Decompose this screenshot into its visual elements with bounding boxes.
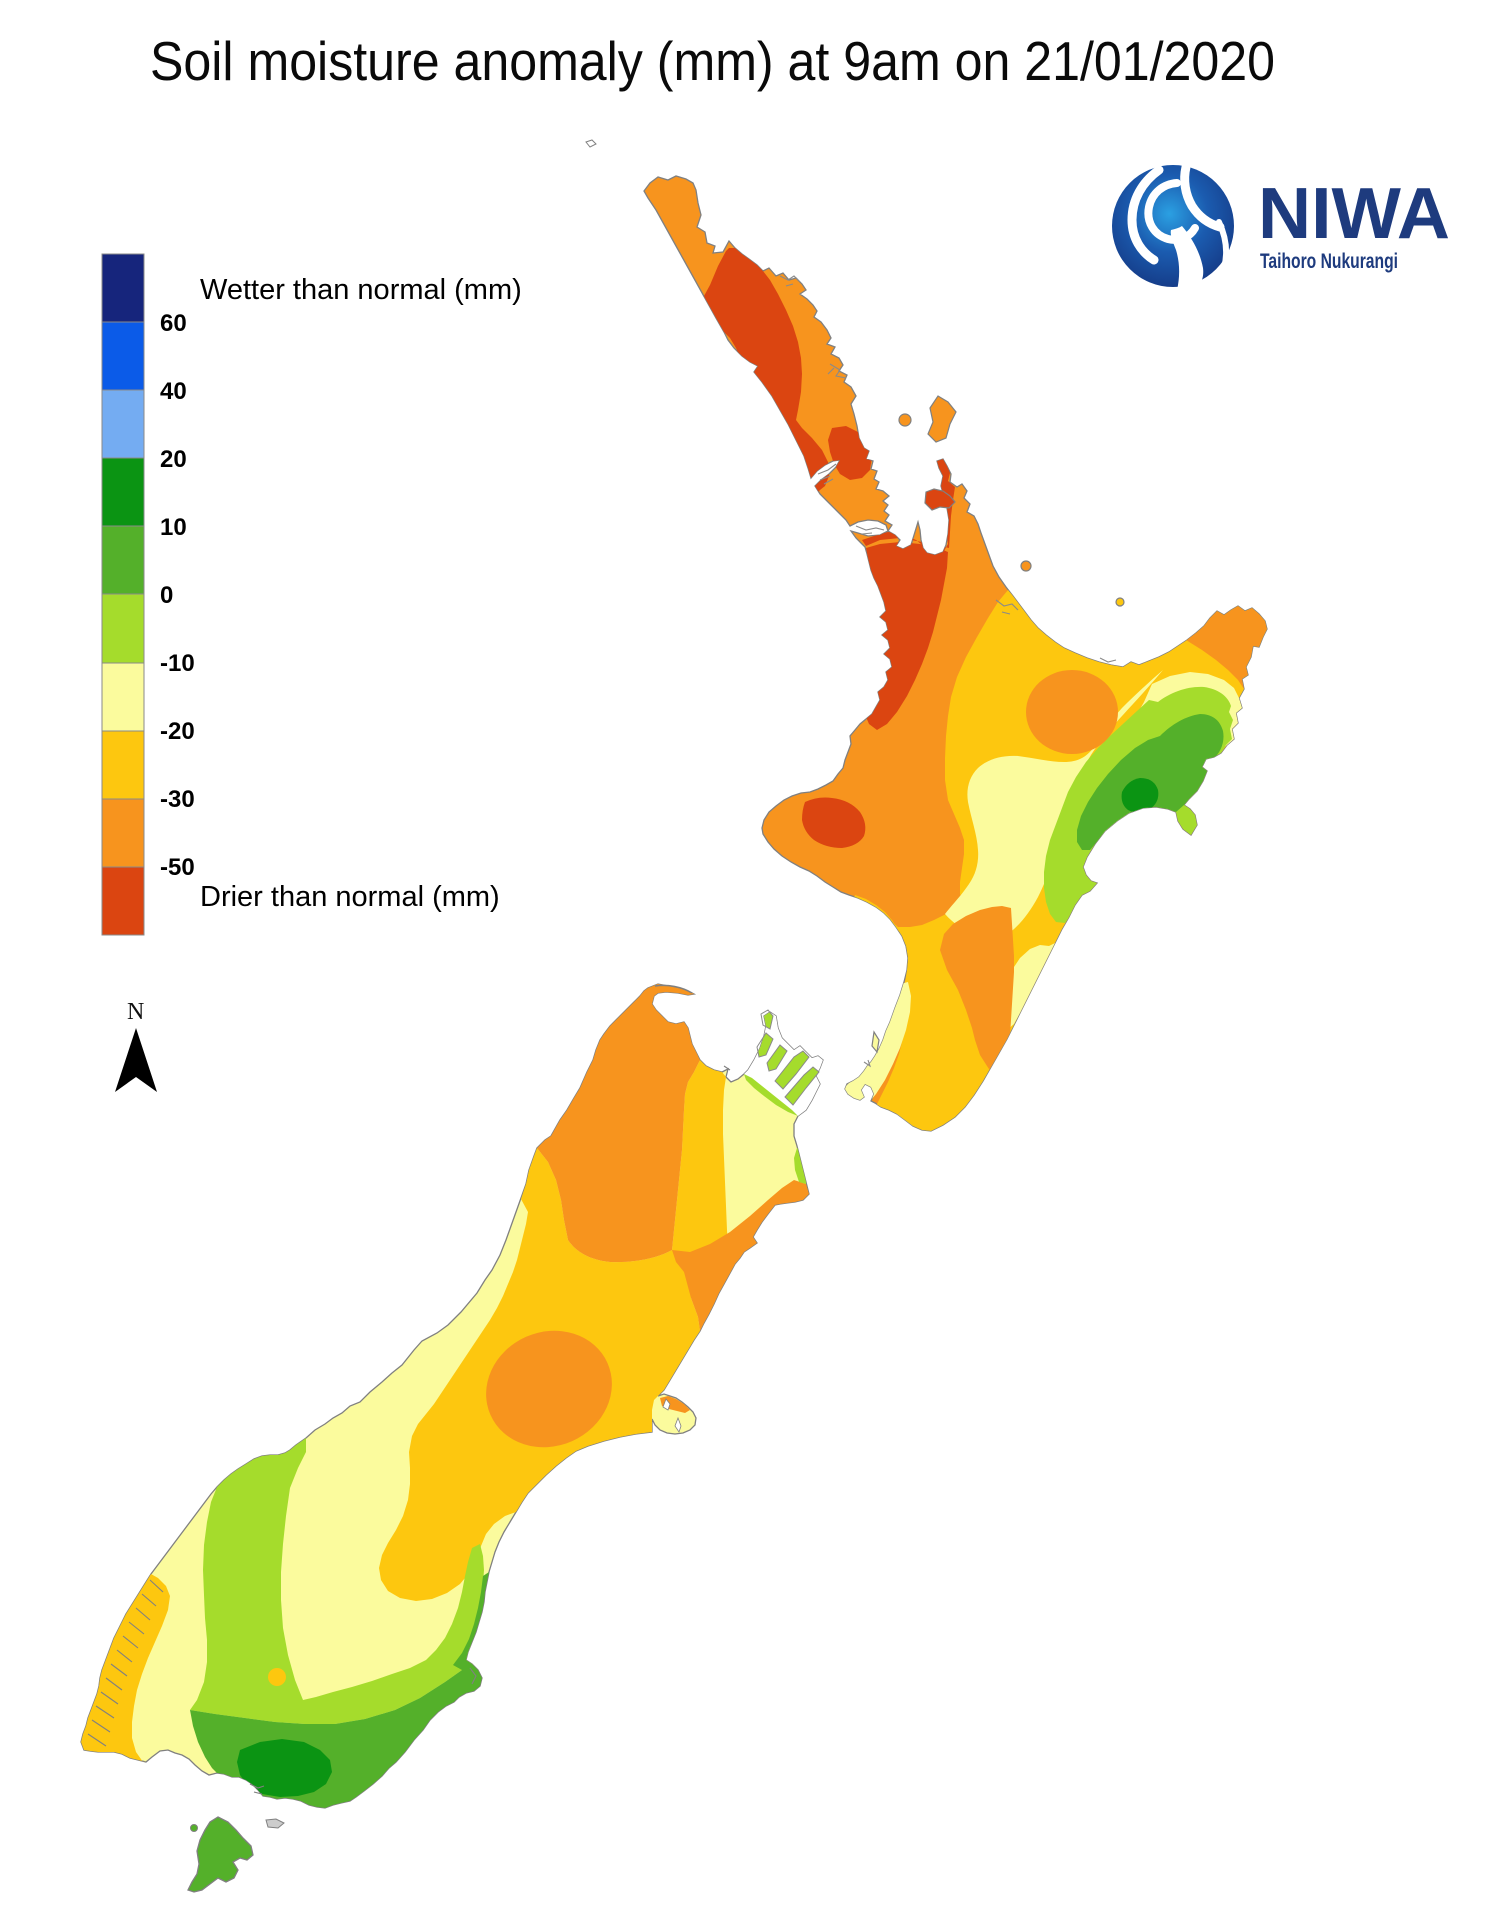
svg-text:NIWA: NIWA	[1258, 174, 1450, 254]
svg-text:60: 60	[160, 310, 187, 337]
svg-text:Taihoro Nukurangi: Taihoro Nukurangi	[1260, 250, 1398, 273]
svg-text:-50: -50	[160, 854, 195, 881]
svg-text:Drier than normal (mm): Drier than normal (mm)	[200, 881, 500, 913]
svg-text:10: 10	[160, 514, 187, 541]
svg-text:40: 40	[160, 378, 187, 405]
svg-text:0: 0	[160, 582, 173, 609]
svg-text:20: 20	[160, 446, 187, 473]
svg-text:Soil moisture anomaly (mm) at: Soil moisture anomaly (mm) at 9am on 21/…	[150, 30, 1275, 92]
svg-text:Wetter than normal (mm): Wetter than normal (mm)	[200, 274, 522, 306]
svg-text:-10: -10	[160, 650, 195, 677]
svg-text:-30: -30	[160, 786, 195, 813]
svg-text:-20: -20	[160, 718, 195, 745]
svg-text:N: N	[127, 999, 144, 1025]
